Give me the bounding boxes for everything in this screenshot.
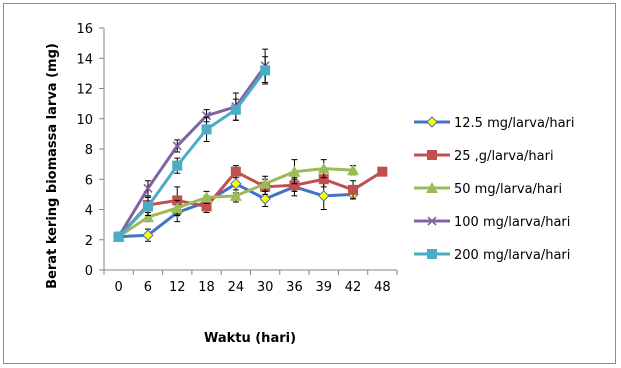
legend-marker xyxy=(427,249,437,259)
y-tick-label: 4 xyxy=(85,204,93,219)
data-point xyxy=(348,184,359,195)
legend-label: 100 mg/larva/hari xyxy=(454,215,570,230)
data-point xyxy=(201,124,212,135)
data-point xyxy=(377,166,388,177)
x-tick-label: 18 xyxy=(198,280,215,295)
x-tick-label: 12 xyxy=(169,280,186,295)
series-layer xyxy=(112,48,388,243)
series-line xyxy=(117,170,384,238)
legend-label: 25 ,g/larva/hari xyxy=(454,149,554,164)
legend-item: 50 mg/larva/hari xyxy=(414,182,562,197)
x-tick-label: 24 xyxy=(228,280,245,295)
y-axis-title-group: Berat kering biomassa larva (mg) xyxy=(45,43,60,289)
x-tick-label: 48 xyxy=(374,280,391,295)
legend-item: 12.5 mg/larva/hari xyxy=(414,116,575,131)
series-4 xyxy=(113,56,271,242)
legend-item: 25 ,g/larva/hari xyxy=(414,149,554,164)
y-axis-title: Berat kering biomassa larva (mg) xyxy=(45,43,60,289)
legend-marker xyxy=(426,116,438,128)
x-tick-label: 6 xyxy=(144,280,152,295)
data-point xyxy=(172,141,182,151)
data-point xyxy=(143,183,153,193)
legend-label: 200 mg/larva/hari xyxy=(454,248,570,263)
data-point xyxy=(230,166,241,177)
data-point xyxy=(172,160,183,171)
x-tick-label: 36 xyxy=(286,280,303,295)
data-point xyxy=(201,111,212,121)
x-axis-title: Waktu (hari) xyxy=(204,331,296,346)
y-tick-label: 14 xyxy=(76,52,93,67)
legend-marker xyxy=(427,150,437,160)
x-tick-label: 30 xyxy=(257,280,274,295)
legend-item: 200 mg/larva/hari xyxy=(414,248,570,263)
data-point xyxy=(141,211,154,223)
series-line xyxy=(117,69,267,238)
data-point xyxy=(229,189,242,201)
data-point xyxy=(259,177,272,189)
data-point xyxy=(230,104,241,115)
data-point xyxy=(260,65,271,76)
data-point xyxy=(113,231,124,242)
series-line xyxy=(117,64,267,238)
data-point xyxy=(288,165,301,177)
y-tick-label: 6 xyxy=(85,173,93,188)
x-tick-label: 39 xyxy=(315,280,332,295)
data-point xyxy=(318,190,330,202)
data-point xyxy=(347,164,360,176)
data-point xyxy=(289,180,300,191)
legend-marker xyxy=(426,182,438,193)
data-point xyxy=(317,162,330,174)
legend-label: 50 mg/larva/hari xyxy=(454,182,562,197)
legend-item: 100 mg/larva/hari xyxy=(414,215,570,230)
y-tick-label: 0 xyxy=(85,264,93,279)
series-3 xyxy=(114,48,270,242)
data-point xyxy=(259,193,271,205)
y-tick-label: 8 xyxy=(85,143,93,158)
x-tick-label: 0 xyxy=(115,280,123,295)
y-tick-label: 10 xyxy=(76,113,93,128)
x-tick-label: 42 xyxy=(345,280,362,295)
legend-marker xyxy=(427,216,437,226)
data-point xyxy=(200,191,213,203)
data-point xyxy=(142,201,153,212)
y-tick-label: 12 xyxy=(76,83,93,98)
data-point xyxy=(171,201,184,213)
data-point xyxy=(201,201,212,212)
data-point xyxy=(142,229,154,241)
legend: 12.5 mg/larva/hari 25 ,g/larva/hari 50 mg/… xyxy=(414,116,575,263)
legend-label: 12.5 mg/larva/hari xyxy=(454,116,575,131)
data-point xyxy=(318,174,329,185)
y-tick-label: 2 xyxy=(85,234,93,249)
y-tick-label: 16 xyxy=(76,22,93,37)
data-point xyxy=(230,178,242,190)
